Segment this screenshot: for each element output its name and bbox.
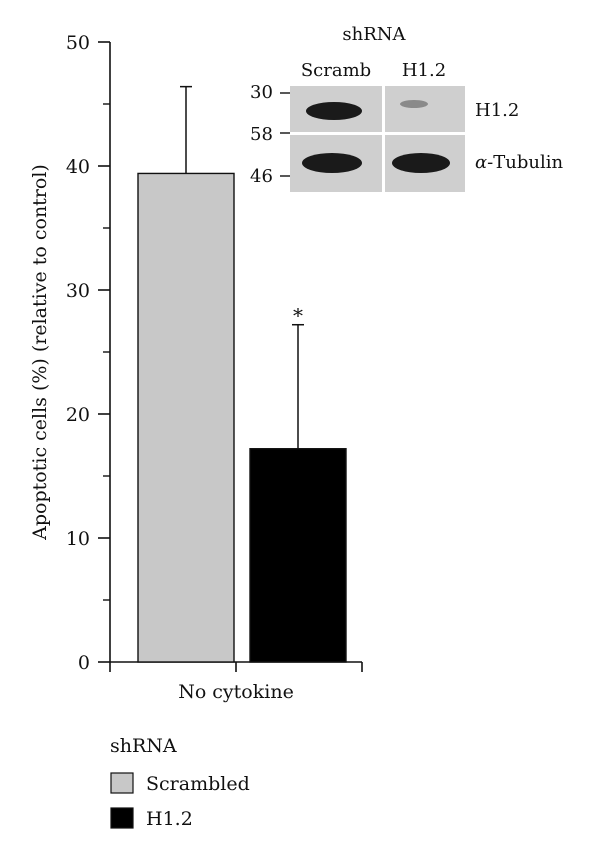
blot-panel-h12-h12 [385,86,465,132]
alpha-symbol: α [475,152,487,173]
y-tick-label-50: 50 [66,32,90,54]
x-category-label: No cytokine [178,681,294,703]
blot-marker-30: 30 [250,82,273,103]
legend-label-h12: H1.2 [146,808,193,830]
tubulin-text: -Tubulin [487,152,563,173]
blot-lane-label-h12: H1.2 [402,60,446,81]
blot-band-label-tubulin: α-Tubulin [475,152,563,173]
blot-band-label-h12: H1.2 [475,100,519,121]
y-tick-label-20: 20 [66,404,90,426]
legend-label-scrambled: Scrambled [146,773,250,795]
y-axis-label: Apoptotic cells (%) (relative to control… [29,164,51,541]
blot-band-scramb-h12 [306,102,362,120]
y-tick-label-40: 40 [66,156,90,178]
blot-lane-label-scramb: Scramb [301,60,371,81]
blot-marker-46: 46 [250,166,273,187]
western-blot-inset: shRNA Scramb H1.2 30 58 46 H1.2 α-Tubuli… [250,24,563,192]
bar-0 [137,172,235,663]
legend-title: shRNA [110,735,177,757]
y-tick-label-0: 0 [78,652,90,674]
y-tick-label-30: 30 [66,280,90,302]
legend-swatch-scrambled [110,772,134,794]
blot-marker-58: 58 [250,124,273,145]
blot-band-h12-h12 [400,100,428,108]
blot-title: shRNA [342,24,406,45]
significance-marker-1: * [293,304,303,328]
y-ticks: 0 10 20 30 40 50 [66,32,110,674]
y-tick-label-10: 10 [66,528,90,550]
legend-swatch-h12 [110,807,134,829]
bars: * [137,85,347,663]
legend: shRNA Scrambled H1.2 [110,735,250,830]
bar-1 [249,448,347,663]
blot-band-scramb-tubulin [302,153,362,173]
blot-band-h12-tubulin [392,153,450,173]
